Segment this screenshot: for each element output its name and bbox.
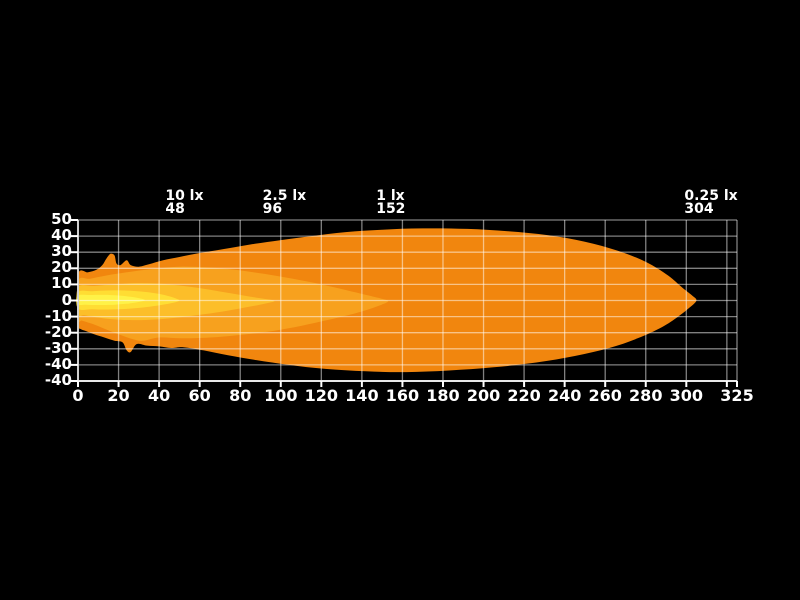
lux-distance: 96: [262, 201, 283, 217]
y-axis-label: -10: [44, 306, 72, 325]
x-axis-label: 160: [385, 386, 420, 405]
x-axis-label: 240: [547, 386, 582, 405]
lux-marker: 2.5 lx 96: [262, 188, 307, 217]
x-axis-label: 325: [720, 386, 754, 405]
y-axis-label: -40: [44, 371, 72, 389]
x-axis-label: 180: [426, 386, 460, 405]
x-axis-label: 280: [629, 386, 663, 405]
lux-value: 1 lx: [376, 188, 405, 204]
x-axis-label: 20: [107, 386, 130, 405]
x-axis-label: 120: [304, 386, 339, 405]
x-axis-label: 40: [147, 386, 171, 405]
lux-value: 0.25 lx: [684, 188, 738, 204]
x-axis-label: 100: [264, 386, 298, 405]
x-axis-label: 140: [345, 386, 379, 405]
x-axis-label: 80: [229, 386, 252, 405]
x-axis-label: 300: [669, 386, 703, 405]
y-axis-label: -20: [44, 322, 72, 341]
x-axis-label: 0: [72, 386, 84, 405]
y-axis-label: -30: [44, 338, 72, 357]
y-axis-label: 50: [51, 210, 72, 228]
lux-marker: 0.25 lx 304: [684, 188, 738, 217]
x-axis-label: 220: [507, 386, 541, 405]
y-axis-label: 10: [51, 274, 72, 293]
x-axis-label: 60: [188, 386, 211, 405]
lux-distance: 152: [376, 201, 406, 217]
lux-value: 2.5 lx: [262, 188, 307, 204]
lux-marker: 10 lx 48: [165, 188, 204, 217]
lux-value: 10 lx: [165, 188, 204, 204]
x-axis-label: 260: [588, 386, 622, 405]
lux-distance: 48: [165, 201, 185, 217]
beam-plot: [71, 219, 738, 387]
y-axis-label: 20: [51, 258, 72, 277]
y-axis-label: -40: [44, 354, 72, 373]
y-axis-label: 0: [61, 290, 72, 309]
lux-distance: 304: [684, 201, 714, 217]
y-axis-label: 30: [51, 242, 72, 261]
lux-marker: 1 lx 152: [376, 188, 406, 217]
y-axis-label: 40: [51, 226, 72, 245]
x-axis-label: 200: [466, 386, 501, 405]
